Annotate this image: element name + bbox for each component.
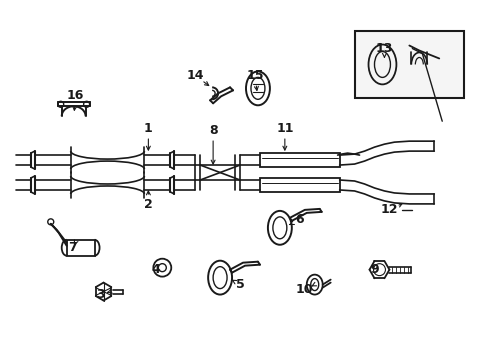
Text: 14: 14 [186, 69, 203, 82]
Text: 7: 7 [68, 241, 77, 254]
Text: 4: 4 [151, 263, 160, 276]
Bar [260, 178, 339, 192]
Text: 9: 9 [369, 263, 378, 276]
Text: 1: 1 [143, 122, 152, 135]
Bar [354, 31, 463, 98]
Text: 5: 5 [235, 278, 244, 291]
Text: 2: 2 [143, 198, 152, 211]
Text: 15: 15 [245, 69, 263, 82]
Text: 8: 8 [208, 124, 217, 137]
Bar [66, 240, 94, 256]
Text: 11: 11 [276, 122, 293, 135]
Bar [260, 153, 339, 167]
Text: 12: 12 [380, 203, 397, 216]
Text: 10: 10 [295, 283, 313, 296]
Text: 3: 3 [96, 288, 104, 301]
Text: 6: 6 [295, 213, 304, 226]
Text: 16: 16 [67, 89, 84, 102]
Text: 13: 13 [375, 42, 392, 55]
